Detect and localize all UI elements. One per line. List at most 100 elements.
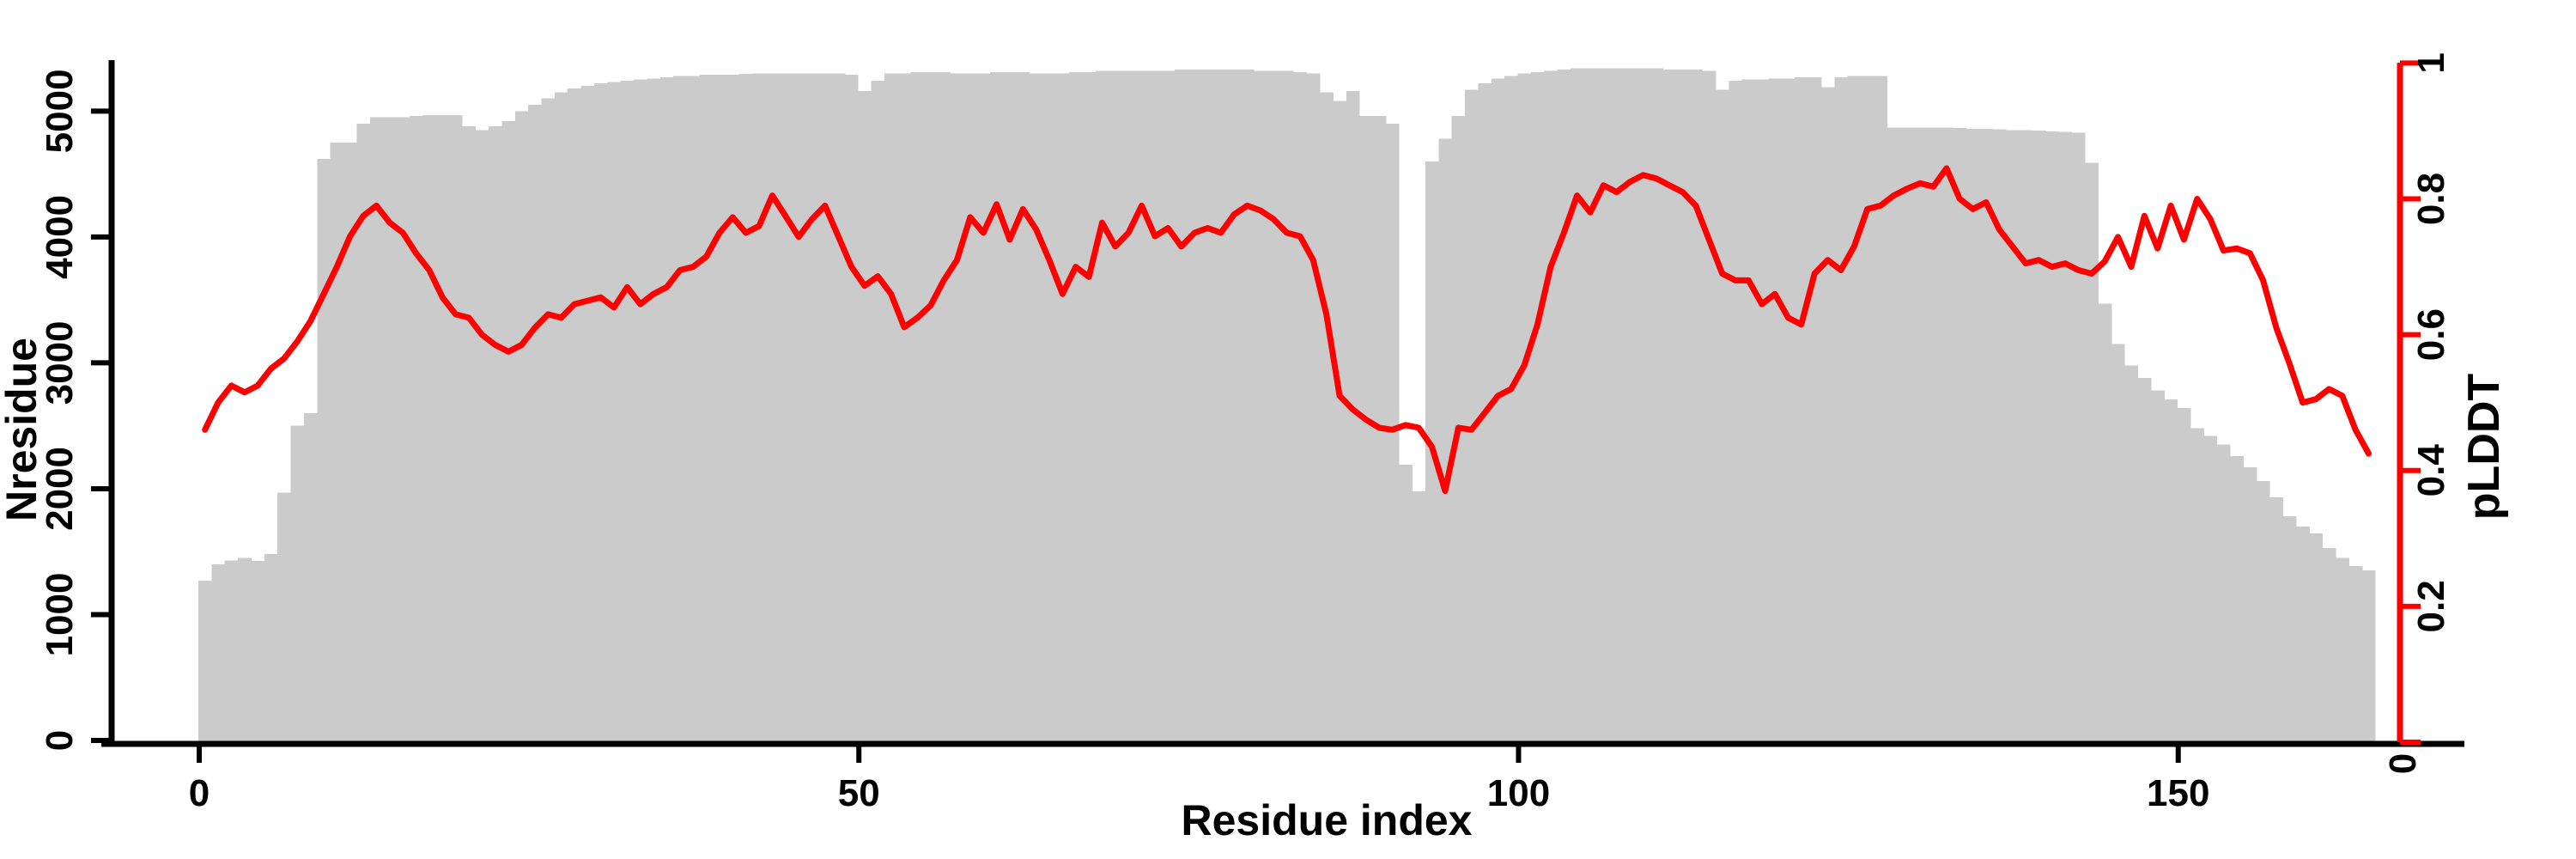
bar-residue-165 <box>2361 570 2376 742</box>
bar-residue-10 <box>317 159 331 742</box>
bar-residue-66 <box>1055 73 1070 742</box>
bar-residue-102 <box>1530 71 1545 742</box>
bar-residue-146 <box>2111 344 2125 742</box>
bar-residue-4 <box>238 557 252 742</box>
bar-residue-5 <box>251 561 265 742</box>
bar-residue-25 <box>514 111 529 742</box>
bar-residue-95 <box>1438 138 1453 743</box>
bar-residue-119 <box>1755 79 1769 742</box>
bar-residue-141 <box>2045 131 2059 743</box>
bar-residue-28 <box>554 92 568 742</box>
bar-residue-91 <box>1385 124 1400 742</box>
bar-residue-108 <box>1610 68 1624 743</box>
left-tick-label-3000: 3000 <box>39 320 81 405</box>
bar-residue-38 <box>686 76 701 743</box>
bar-residue-148 <box>2137 378 2152 742</box>
bar-residue-26 <box>528 105 542 742</box>
bar-residue-162 <box>2322 547 2336 742</box>
bar-residue-80 <box>1240 70 1255 742</box>
bar-residue-41 <box>726 74 740 742</box>
bar-residue-79 <box>1227 70 1242 742</box>
bar-residue-125 <box>1834 76 1849 743</box>
bar-residue-23 <box>489 126 502 742</box>
bar-residue-35 <box>647 78 661 743</box>
right-tick-label-0: 0 <box>2382 753 2424 774</box>
bar-residue-40 <box>713 74 727 742</box>
right-tick-label-0.2: 0.2 <box>2410 580 2452 632</box>
bar-residue-142 <box>2058 131 2073 742</box>
bar-residue-101 <box>1517 73 1532 742</box>
bar-residue-12 <box>343 143 357 742</box>
bar-residue-63 <box>1016 71 1030 742</box>
right-tick-label-0.8: 0.8 <box>2410 173 2452 225</box>
bar-residue-17 <box>409 116 423 742</box>
bar-residue-138 <box>2006 130 2020 743</box>
bar-residue-109 <box>1623 68 1637 743</box>
bar-residue-113 <box>1675 70 1690 742</box>
bar-residue-144 <box>2085 162 2099 742</box>
bar-residue-39 <box>699 74 714 742</box>
bar-residue-85 <box>1306 73 1321 742</box>
bar-residue-104 <box>1557 70 1571 742</box>
bar-residue-87 <box>1333 101 1347 743</box>
plddt-line-series <box>202 165 2372 494</box>
bar-residue-21 <box>462 126 477 742</box>
bar-residue-136 <box>1979 128 1994 742</box>
left-tick-label-4000: 4000 <box>39 195 81 279</box>
bar-residue-77 <box>1200 70 1215 742</box>
bar-residue-127 <box>1860 76 1874 743</box>
bar-residue-67 <box>1069 71 1083 742</box>
bar-residue-84 <box>1293 71 1308 742</box>
bar-residue-71 <box>1121 70 1136 742</box>
bar-residue-37 <box>673 76 687 743</box>
right-tick-label-0.6: 0.6 <box>2410 308 2452 361</box>
bar-residue-131 <box>1913 127 1928 742</box>
bar-residue-45 <box>779 73 793 742</box>
bar-residue-8 <box>290 425 305 742</box>
bar-residue-47 <box>805 73 819 742</box>
bar-residue-33 <box>620 81 635 742</box>
bar-residue-106 <box>1583 68 1598 743</box>
bar-residue-161 <box>2309 533 2324 742</box>
bar-residue-74 <box>1161 70 1176 742</box>
bar-residue-11 <box>330 143 344 742</box>
bar-residue-123 <box>1807 76 1822 743</box>
bar-residue-115 <box>1702 70 1716 742</box>
bar-residue-122 <box>1795 76 1808 743</box>
x-tick-label-50: 50 <box>838 772 880 814</box>
bar-residue-150 <box>2164 399 2178 742</box>
bar-residue-55 <box>910 71 925 742</box>
bar-residue-20 <box>448 114 463 743</box>
bar-residue-114 <box>1689 70 1704 742</box>
bar-residue-92 <box>1399 465 1413 742</box>
bar-residue-112 <box>1662 70 1677 742</box>
bar-residue-61 <box>989 71 1004 742</box>
bar-residue-27 <box>541 98 556 742</box>
bar-residue-117 <box>1728 81 1743 742</box>
bar-residue-143 <box>2071 132 2086 743</box>
bar-residue-7 <box>277 492 291 742</box>
bar-residue-140 <box>2032 131 2046 743</box>
bar-residue-139 <box>2019 130 2033 743</box>
bar-residue-9 <box>303 413 318 742</box>
bar-residue-59 <box>963 73 977 742</box>
left-tick-label-2000: 2000 <box>39 447 81 531</box>
right-tick-label-0.4: 0.4 <box>2410 444 2452 497</box>
bar-residue-16 <box>396 117 410 742</box>
bar-residue-110 <box>1636 68 1650 743</box>
bar-residue-158 <box>2269 497 2284 742</box>
bar-residue-160 <box>2296 526 2310 742</box>
bar-residue-129 <box>1886 127 1901 742</box>
x-tick-label-0: 0 <box>189 772 210 814</box>
bar-residue-34 <box>634 79 647 742</box>
bar-residue-44 <box>765 73 780 742</box>
bar-residue-51 <box>858 90 872 742</box>
bar-residue-13 <box>356 124 371 742</box>
bar-residue-29 <box>568 88 581 742</box>
bar-residue-134 <box>1953 128 1967 742</box>
bar-residue-100 <box>1504 76 1518 743</box>
x-tick-label-100: 100 <box>1487 772 1550 814</box>
x-tick-label-150: 150 <box>2147 772 2209 814</box>
bar-residue-73 <box>1148 70 1163 742</box>
